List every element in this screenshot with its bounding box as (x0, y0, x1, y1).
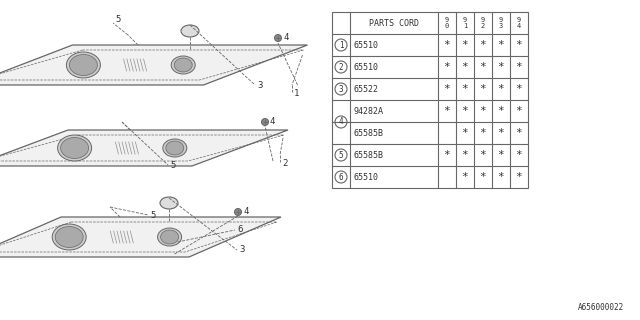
Ellipse shape (157, 228, 182, 246)
Text: 1: 1 (339, 41, 343, 50)
Text: *: * (498, 106, 504, 116)
Text: *: * (498, 150, 504, 160)
Text: 9
1: 9 1 (463, 17, 467, 29)
Ellipse shape (174, 58, 192, 72)
Text: *: * (516, 106, 522, 116)
Text: *: * (516, 150, 522, 160)
Text: *: * (479, 40, 486, 50)
Text: *: * (479, 172, 486, 182)
Text: *: * (516, 172, 522, 182)
Text: 5: 5 (115, 15, 120, 25)
Text: A656000022: A656000022 (578, 303, 624, 312)
Circle shape (275, 35, 282, 42)
Ellipse shape (161, 230, 179, 244)
Text: *: * (516, 84, 522, 94)
Ellipse shape (61, 138, 88, 158)
Text: *: * (461, 84, 468, 94)
Text: 5: 5 (150, 212, 156, 220)
Text: 2: 2 (339, 62, 343, 71)
Text: 65510: 65510 (354, 62, 379, 71)
Text: PARTS CORD: PARTS CORD (369, 19, 419, 28)
Ellipse shape (55, 227, 83, 247)
Text: *: * (461, 40, 468, 50)
Text: 3: 3 (339, 84, 343, 93)
Text: *: * (498, 84, 504, 94)
Text: 65585B: 65585B (354, 129, 384, 138)
Text: 1: 1 (294, 89, 300, 98)
Text: *: * (498, 172, 504, 182)
Text: *: * (516, 40, 522, 50)
Text: *: * (479, 150, 486, 160)
Text: *: * (498, 40, 504, 50)
Text: 6: 6 (339, 172, 343, 181)
Text: *: * (461, 106, 468, 116)
Text: *: * (461, 172, 468, 182)
Text: 4: 4 (270, 117, 275, 126)
Text: 65510: 65510 (354, 172, 379, 181)
Text: *: * (444, 84, 451, 94)
Text: 4: 4 (243, 207, 248, 217)
Bar (332, 12, 528, 188)
Ellipse shape (52, 224, 86, 250)
Text: 4: 4 (339, 117, 343, 126)
Text: *: * (461, 150, 468, 160)
Text: 5: 5 (339, 150, 343, 159)
Text: 3: 3 (239, 245, 244, 254)
Ellipse shape (172, 56, 195, 74)
Text: 65522: 65522 (354, 84, 379, 93)
Ellipse shape (181, 25, 199, 37)
Polygon shape (0, 45, 307, 85)
Text: *: * (516, 128, 522, 138)
Text: *: * (479, 84, 486, 94)
Ellipse shape (67, 52, 100, 78)
Text: *: * (461, 62, 468, 72)
Text: 9
0: 9 0 (445, 17, 449, 29)
Text: 2: 2 (282, 158, 287, 167)
Text: 4: 4 (283, 34, 289, 43)
Text: *: * (516, 62, 522, 72)
Circle shape (262, 118, 269, 125)
Ellipse shape (58, 135, 92, 161)
Text: 9
2: 9 2 (481, 17, 485, 29)
Text: *: * (479, 128, 486, 138)
Polygon shape (0, 130, 288, 166)
Text: *: * (444, 150, 451, 160)
Text: *: * (479, 62, 486, 72)
Text: 6: 6 (237, 226, 243, 235)
Ellipse shape (163, 139, 187, 157)
Text: *: * (461, 128, 468, 138)
Ellipse shape (160, 197, 178, 209)
Text: 3: 3 (257, 81, 262, 90)
Text: *: * (498, 62, 504, 72)
Text: *: * (498, 128, 504, 138)
Text: *: * (479, 106, 486, 116)
Text: *: * (444, 40, 451, 50)
Ellipse shape (69, 54, 97, 76)
Text: 94282A: 94282A (354, 107, 384, 116)
Text: 9
3: 9 3 (499, 17, 503, 29)
Text: 9
4: 9 4 (517, 17, 521, 29)
Text: 5: 5 (170, 162, 175, 171)
Text: 65510: 65510 (354, 41, 379, 50)
Ellipse shape (166, 141, 184, 155)
Text: *: * (444, 62, 451, 72)
Circle shape (234, 209, 241, 215)
Polygon shape (0, 217, 281, 257)
Text: *: * (444, 106, 451, 116)
Text: 65585B: 65585B (354, 150, 384, 159)
